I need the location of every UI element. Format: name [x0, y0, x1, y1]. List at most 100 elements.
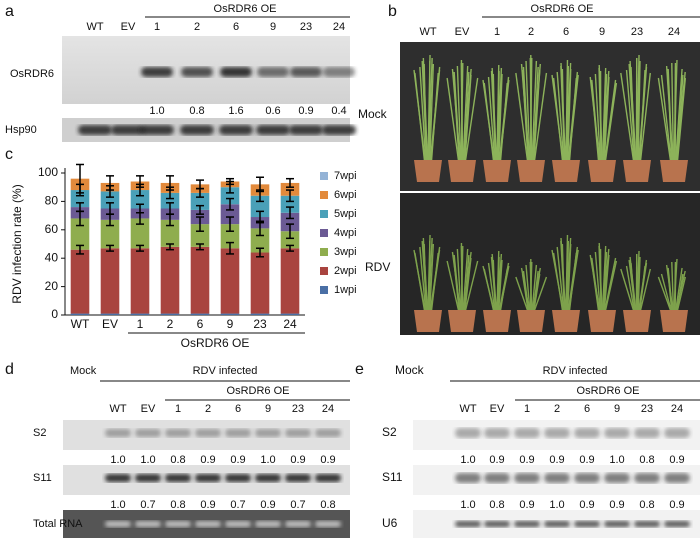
leaf	[565, 59, 569, 161]
leaf	[620, 268, 635, 311]
bar-segment	[220, 187, 240, 205]
leaf	[533, 276, 548, 311]
lane-label: 24	[333, 21, 345, 33]
pot	[483, 310, 511, 332]
leaf	[603, 254, 610, 311]
band	[323, 67, 355, 77]
leaf	[551, 249, 564, 311]
leaf	[676, 74, 684, 161]
leaf	[604, 257, 617, 311]
band	[574, 473, 600, 483]
leaf	[525, 60, 531, 161]
leaf	[533, 72, 548, 161]
panel-label: e	[355, 361, 364, 378]
bar-segment	[190, 246, 210, 314]
leaf	[451, 68, 461, 161]
leaf	[594, 73, 601, 161]
leaf	[601, 67, 607, 161]
leaf	[604, 260, 618, 311]
leaf	[464, 257, 472, 311]
leaf	[567, 68, 572, 161]
band	[285, 474, 311, 482]
pot	[552, 310, 580, 332]
bar-segment	[70, 190, 90, 208]
band	[180, 125, 214, 135]
band	[181, 67, 213, 77]
band	[195, 521, 221, 527]
quantity: 0.7	[290, 499, 305, 511]
quantity: 0.9	[609, 499, 624, 511]
leaf	[482, 79, 495, 161]
band	[225, 429, 251, 437]
leaf	[637, 256, 641, 311]
band	[225, 521, 251, 527]
band	[78, 125, 112, 135]
band	[225, 474, 251, 482]
leaf	[660, 273, 672, 311]
lane-label: 2	[205, 403, 211, 415]
leaf	[601, 245, 607, 311]
quantity: 1.0	[140, 454, 155, 466]
band	[315, 521, 341, 527]
y-tick-label: 80	[45, 194, 59, 208]
bar-segment	[130, 248, 150, 314]
lane-label: 24	[671, 403, 683, 415]
quantity: 0.9	[320, 454, 335, 466]
band	[634, 428, 660, 438]
bar-segment	[70, 313, 90, 315]
quantity: 0.7	[230, 499, 245, 511]
pot	[517, 160, 545, 182]
leaf	[422, 237, 429, 311]
error-bar	[106, 202, 114, 215]
quantity: 0.9	[669, 454, 684, 466]
x-tick-label: 23	[253, 317, 267, 331]
error-bar	[256, 247, 264, 258]
quantity: 0.8	[639, 499, 654, 511]
pot	[588, 310, 616, 332]
group-label: OsRDR6 OE	[227, 385, 290, 397]
leaf	[589, 254, 601, 311]
band	[255, 521, 281, 527]
bar-segment	[250, 252, 270, 314]
lane-label: 1	[175, 403, 181, 415]
leaf	[429, 243, 435, 311]
leaf	[676, 273, 684, 311]
bar-segment	[280, 248, 300, 314]
error-bar	[286, 177, 294, 188]
lane-label: 23	[300, 21, 312, 33]
row-label: OsRDR6	[10, 68, 54, 80]
leaf	[676, 77, 687, 161]
leaf	[620, 72, 635, 161]
leaf	[532, 270, 539, 311]
row-label: S11	[33, 472, 52, 484]
group-label: OsRDR6 OE	[531, 3, 594, 15]
lane-label: 9	[599, 26, 605, 38]
band	[195, 429, 221, 437]
band	[135, 474, 161, 482]
lane-label: 2	[194, 21, 200, 33]
leaf	[560, 237, 567, 311]
leaf	[520, 267, 530, 311]
band	[220, 67, 252, 77]
band	[664, 521, 690, 527]
bar-segment	[130, 313, 150, 315]
row-label: U6	[382, 516, 398, 530]
leaf	[594, 251, 601, 311]
leaf	[531, 264, 538, 311]
bar-segment	[220, 248, 240, 314]
leaf	[487, 76, 496, 161]
band	[289, 125, 323, 135]
bar-segment	[280, 212, 300, 232]
bar-segment	[250, 228, 270, 253]
leaf	[637, 60, 641, 161]
error-bar	[166, 202, 174, 215]
leaf	[603, 73, 608, 161]
leaf	[671, 62, 675, 161]
y-tick-label: 20	[45, 279, 59, 293]
quantity: 0.9	[579, 454, 594, 466]
lane-label: 1	[154, 21, 160, 33]
error-bar	[166, 175, 174, 191]
leaf	[498, 73, 503, 161]
error-bar	[166, 243, 174, 251]
quantity: 0.8	[639, 454, 654, 466]
